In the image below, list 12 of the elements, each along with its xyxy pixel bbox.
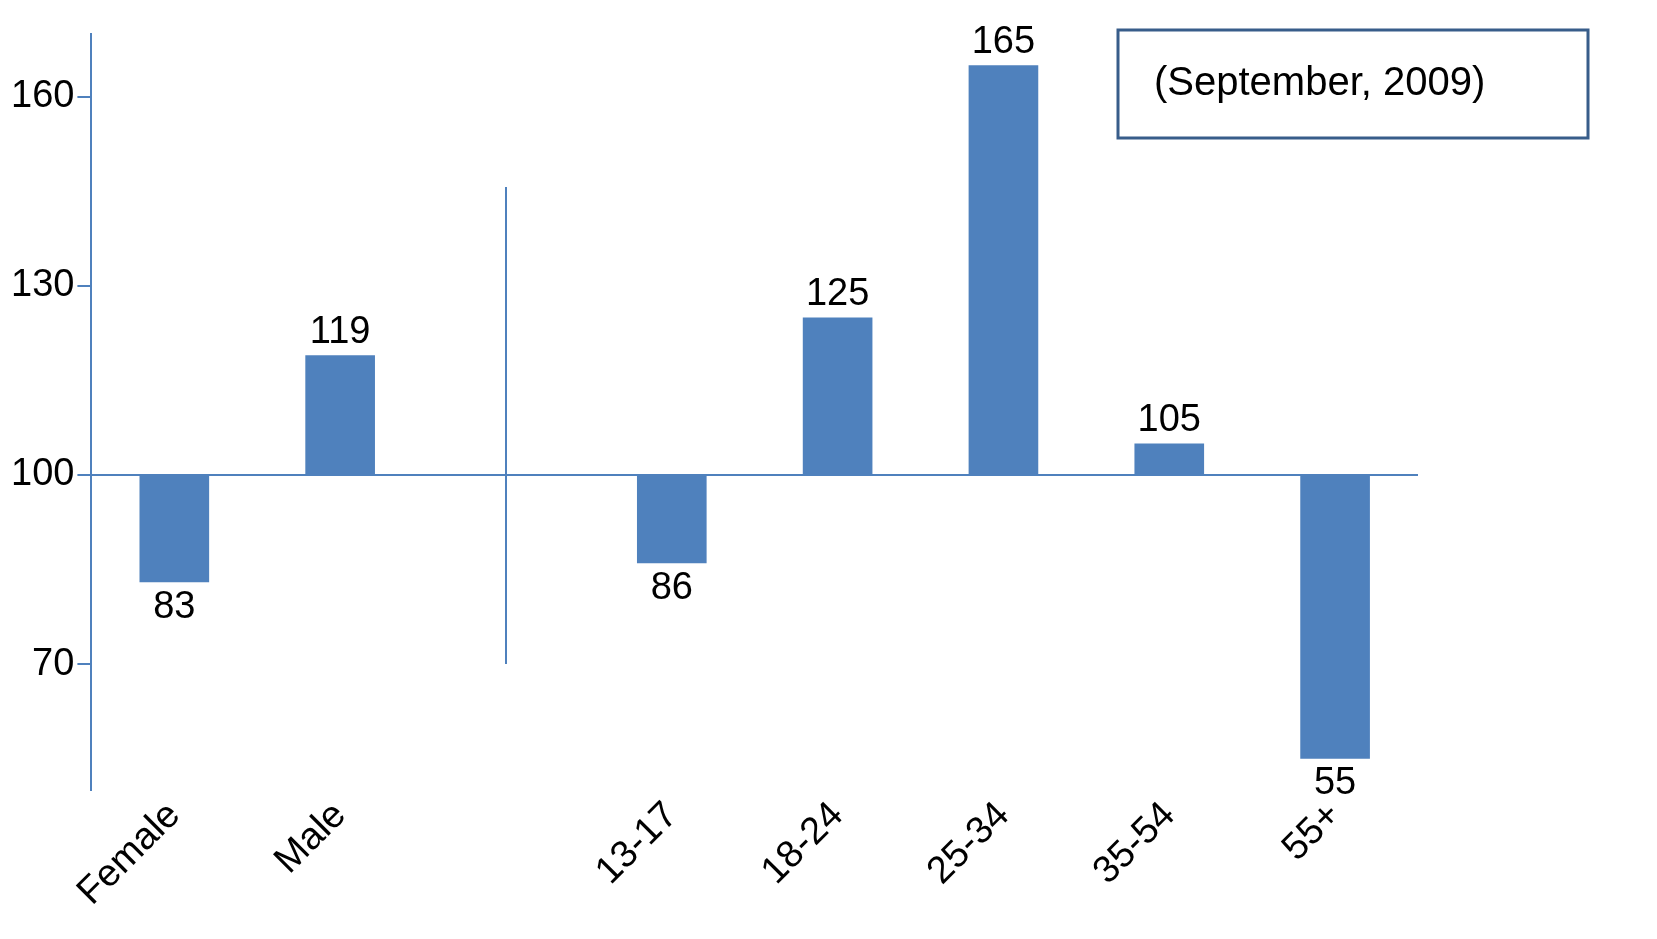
y-tick-label: 130 xyxy=(11,262,75,305)
data-label: 86 xyxy=(650,564,693,607)
data-label: 83 xyxy=(153,583,196,626)
data-label: 125 xyxy=(805,270,870,313)
y-tick-label: 70 xyxy=(32,640,75,683)
annotation: (September, 2009) xyxy=(1154,59,1486,104)
data-label: 55 xyxy=(1313,760,1357,803)
data-label: 119 xyxy=(309,308,371,351)
y-tick-label: 160 xyxy=(11,73,75,116)
data-label: 105 xyxy=(1137,396,1201,439)
y-tick-label: 100 xyxy=(11,451,75,494)
data-label: 165 xyxy=(971,18,1036,61)
